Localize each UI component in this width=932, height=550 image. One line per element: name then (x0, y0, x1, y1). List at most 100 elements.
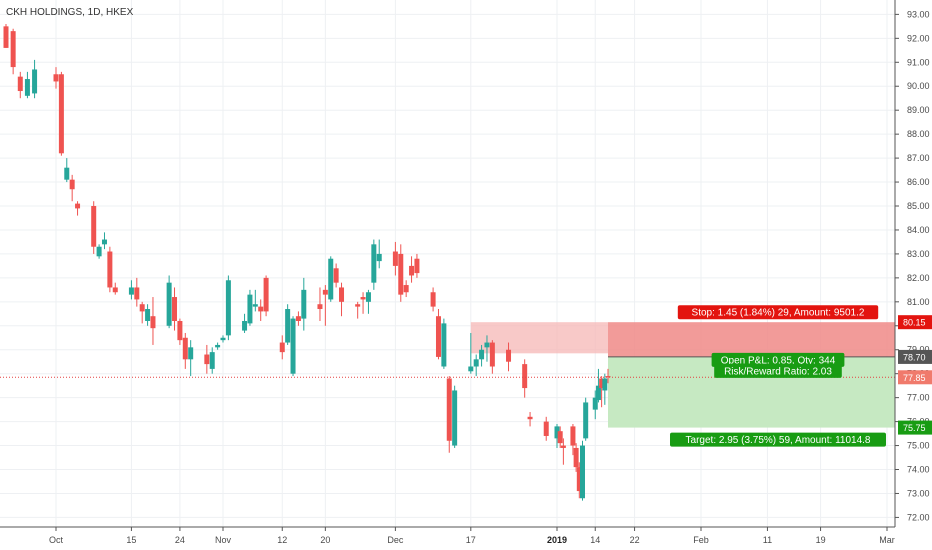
y-tick-label: 73.00 (907, 488, 930, 498)
stop-zone[interactable] (608, 322, 895, 357)
y-tick-label: 79.00 (907, 345, 930, 355)
candle-down (409, 256, 415, 283)
y-tick-label: 82.00 (907, 273, 930, 283)
candle-down (204, 344, 210, 374)
candle-body (58, 74, 64, 154)
candle-down (430, 287, 436, 312)
candle-body (182, 337, 188, 360)
candle-down (570, 423, 576, 456)
candle-body (554, 426, 560, 439)
candle-down (414, 253, 420, 278)
x-tick-label: Feb (693, 535, 709, 545)
target-label[interactable]: Target: 2.95 (3.75%) 59, Amount: 11014.8 (670, 432, 886, 447)
candle-up (145, 304, 151, 326)
x-tick-label: 11 (763, 535, 772, 545)
candle-up (301, 277, 307, 331)
candle-body (17, 76, 23, 92)
ratio-label[interactable]: Risk/Reward Ratio: 2.03 (714, 363, 842, 378)
candle-body (279, 342, 285, 353)
candle-down (605, 368, 611, 384)
candle-body (602, 378, 608, 391)
candle-down (322, 285, 328, 326)
candle-down (403, 280, 409, 298)
candle-down (506, 342, 512, 372)
time-axis[interactable]: Oct 15 24 Nov 12 20 Dec 17 2019 14 22 Feb 11 19 Mar (0, 526, 895, 545)
candle-body (188, 347, 194, 360)
current-price-tag-text: 77.85 (903, 373, 926, 383)
candle-up (468, 332, 474, 374)
candle-body (583, 402, 589, 439)
candle-up (215, 342, 221, 350)
candle-down (134, 277, 140, 307)
candle-down (69, 174, 75, 202)
candle-up (225, 275, 231, 341)
candle-up (247, 289, 253, 326)
candle-body (489, 342, 495, 367)
stop-price-tag-text: 80.15 (903, 318, 926, 328)
candle-body (573, 447, 579, 468)
candle-up (242, 313, 248, 333)
candle-body (204, 354, 210, 365)
target-price-tag: 75.75 (898, 420, 932, 435)
stop-label[interactable]: Stop: 1.45 (1.84%) 29, Amount: 9501.2 (677, 305, 879, 320)
candle-down (398, 244, 404, 302)
candle-body (3, 26, 9, 48)
candle-body (339, 287, 345, 302)
candle-body (560, 445, 566, 448)
price-axis[interactable]: 72.0073.0074.0075.0076.0077.0078.0079.00… (894, 0, 932, 527)
candle-body (220, 337, 226, 341)
y-tick-label: 93.00 (907, 9, 930, 19)
ratio-label-text: Risk/Reward Ratio: 2.03 (724, 366, 832, 377)
candle-body (215, 344, 221, 348)
candle-body (209, 352, 215, 369)
x-tick-label: 19 (816, 535, 826, 545)
candle-up (371, 239, 377, 290)
y-tick-label: 75.00 (907, 441, 930, 451)
candle-body (333, 268, 339, 283)
stop-label-text: Stop: 1.45 (1.84%) 29, Amount: 9501.2 (692, 308, 865, 319)
candle-body (69, 179, 75, 190)
candle-down (557, 426, 563, 448)
candle-down (177, 318, 183, 345)
target-price-tag-bg (898, 420, 932, 435)
candle-body (317, 304, 323, 310)
candle-body (398, 253, 404, 295)
candle-down (333, 263, 339, 288)
target-label-text: Target: 2.95 (3.75%) 59, Amount: 11014.8 (686, 435, 871, 446)
candle-up (290, 316, 296, 377)
target-price-tag-text: 75.75 (903, 423, 926, 433)
candle-body (376, 253, 382, 262)
y-tick-label: 72.00 (907, 512, 930, 522)
stop-price-tag-bg (898, 315, 932, 330)
candle-body (166, 282, 172, 326)
x-tick-label: 2019 (547, 535, 567, 545)
candle-body (263, 277, 269, 312)
candle-body (301, 289, 307, 319)
candle-body (595, 385, 601, 401)
x-tick-label: 24 (175, 535, 185, 545)
candle-down (527, 412, 533, 427)
candlestick-series (3, 23, 611, 501)
candle-body (295, 316, 301, 321)
candle-down (182, 332, 188, 369)
candle-body (468, 366, 474, 372)
candle-body (75, 203, 81, 209)
candle-body (409, 265, 415, 276)
y-tick-label: 86.00 (907, 177, 930, 187)
candle-body (592, 397, 598, 410)
candle-body (150, 316, 156, 329)
candle-body (365, 292, 371, 302)
y-tick-label: 89.00 (907, 105, 930, 115)
y-tick-label: 84.00 (907, 225, 930, 235)
candle-body (599, 378, 605, 389)
candle-down (522, 359, 528, 398)
candle-body (24, 79, 30, 96)
candle-body (172, 297, 178, 321)
y-tick-label: 88.00 (907, 129, 930, 139)
x-tick-label: 22 (630, 535, 640, 545)
candle-body (10, 31, 16, 68)
pnl-label[interactable]: Open P&L: 0.85, Qty: 344 (711, 352, 845, 367)
candle-body (285, 309, 291, 343)
stop-price-tag: 80.15 (898, 315, 932, 330)
